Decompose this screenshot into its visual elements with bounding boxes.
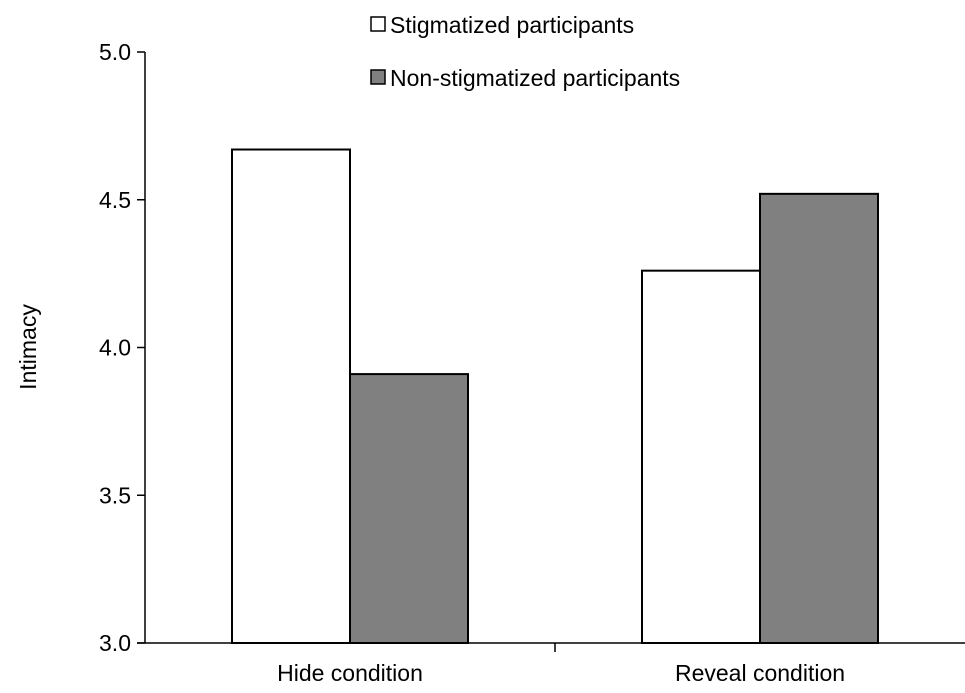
y-tick-label: 3.5 (99, 482, 131, 508)
legend-swatch-non-stigmatized (370, 69, 386, 85)
legend-label-non-stigmatized: Non-stigmatized participants (390, 65, 680, 91)
y-tick-label: 3.0 (99, 630, 131, 656)
legend-swatch-stigmatized (370, 16, 386, 32)
legend-label-stigmatized: Stigmatized participants (390, 12, 634, 38)
y-tick-label: 5.0 (99, 39, 131, 65)
bar-stigmatized-reveal (641, 269, 761, 644)
x-tick-label-hide: Hide condition (277, 660, 423, 686)
y-axis-title: Intimacy (15, 304, 41, 390)
x-tick-label-reveal: Reveal condition (675, 660, 845, 686)
y-tick-label: 4.5 (99, 187, 131, 213)
plot-area: Hide condition Reveal condition 3.0 3.5 4.0 4… (99, 39, 965, 686)
bar-stigmatized-hide (231, 148, 351, 644)
legend: Stigmatized participants Non-stigmatized… (370, 12, 680, 91)
bar-non-stigmatized-reveal (759, 192, 879, 644)
bar-non-stigmatized-hide (349, 373, 469, 644)
y-tick-label: 4.0 (99, 335, 131, 361)
